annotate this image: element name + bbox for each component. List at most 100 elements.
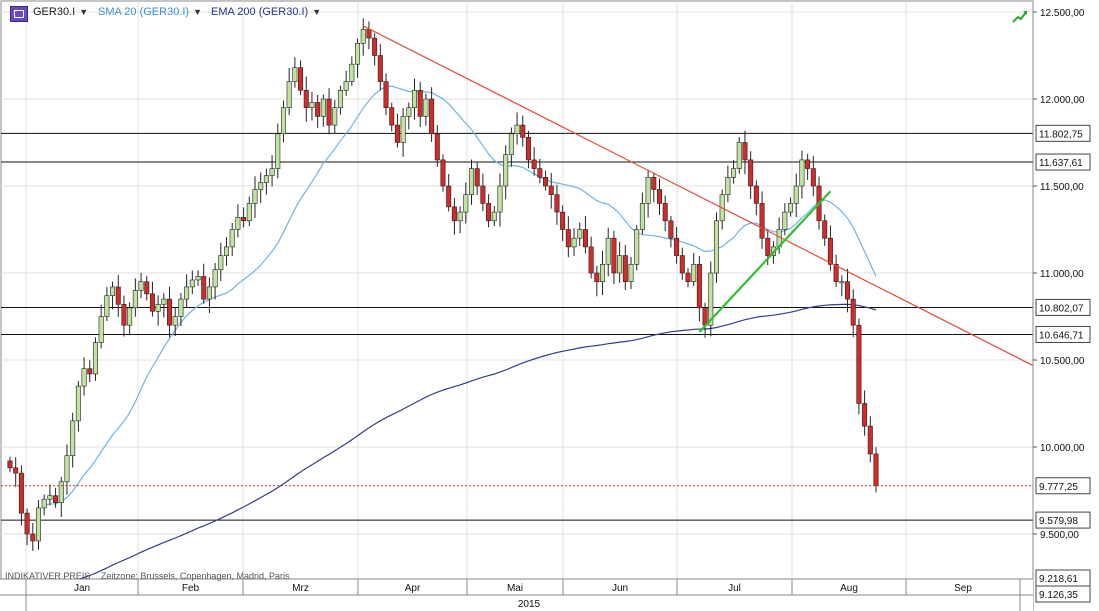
candle-up [189,279,195,288]
candle-down [440,159,446,187]
candle-up [178,298,184,317]
candle-down [833,263,839,282]
x-tick-label: Apr [405,583,421,594]
candle-down [201,276,207,300]
candle-up [138,281,144,291]
range-label: 9.126,35 [1039,590,1078,601]
candle-down [383,81,389,108]
candle-up [463,194,469,213]
candle-up [320,98,326,117]
candle-down [543,177,549,187]
candle-up [708,272,714,326]
candle-down [372,37,378,56]
candle-down [651,177,657,190]
candle-down [298,67,304,91]
candle-down [685,272,691,282]
candle-up [497,185,503,213]
candle-up [47,495,53,500]
candle-down [366,29,372,39]
level-label: 11.802,75 [1039,129,1083,140]
candle-down [867,425,873,455]
candle-up [736,142,742,169]
candle-up [457,211,463,222]
candle-down [668,220,674,239]
x-tick-label: Aug [840,583,858,594]
candle-up [275,133,281,169]
candle-up [132,290,138,309]
last-price-label: 9.777,25 [1039,482,1078,493]
candle-down [326,98,332,126]
candle-up [104,295,110,317]
x-tick-label: Mai [507,583,523,594]
candle-down [759,203,765,239]
candle-up [252,189,258,204]
ema-label: EMA 200 (GER30.I) [211,6,309,18]
candle-up [788,203,794,213]
candle-down [742,142,748,161]
x-tick-label: Mrz [292,583,309,594]
candle-down [753,185,759,204]
candle-up [468,168,474,196]
candle-down [121,304,127,326]
year-label: 2015 [518,599,541,610]
candle-up [184,286,190,300]
level-label-box [1035,153,1091,171]
candle-down [480,185,486,204]
sma-line [44,85,877,506]
symbol-selector[interactable]: GER30.I ▼ [33,6,88,18]
y-tick-label: 9.500,00 [1040,530,1079,541]
candle-down [531,159,537,169]
footer-note: INDIKATIVER PREIS Zeitzone: Brussels, Co… [5,571,297,581]
candle-up [263,175,269,183]
candle-up [309,102,315,109]
candle-up [617,255,623,274]
x-tick-label: Feb [182,583,200,594]
sma-indicator-selector[interactable]: SMA 20 (GER30.I) ▼ [98,6,202,18]
candle-down [451,206,457,222]
range-label-box [1035,585,1091,603]
candle-down [862,403,868,427]
candle-down [594,272,600,282]
level-label-box [1035,124,1091,142]
candle-up [92,342,98,375]
ema-line [4,303,877,593]
candle-down [873,453,879,486]
candle-up [793,185,799,204]
candle-down [520,124,526,138]
uptrend-line [698,190,832,333]
candle-up [258,182,264,190]
x-tick-label: Jul [728,583,741,594]
candle-up [400,116,406,143]
candle-up [337,90,343,109]
x-axis: Jan Feb Mrz Apr Mai Jun Jul Aug Sep 2015 [0,578,1033,611]
candle-up [235,217,241,230]
ema-200-line [4,303,877,593]
candle-up [349,63,355,82]
downtrend-line [362,25,1034,367]
candle-up [577,229,583,239]
candle-up [75,385,81,422]
trend-up-icon[interactable] [1012,8,1028,24]
candle-up [280,107,286,135]
candle-down [548,185,554,195]
ema-indicator-selector[interactable]: EMA 200 (GER30.I) ▼ [211,6,321,18]
candle-down [389,107,395,126]
candle-up [406,107,412,117]
candle-down [24,512,30,535]
candle-down [377,55,383,82]
candle-down [822,220,828,239]
candle-down [303,90,309,109]
candle-up [355,43,361,65]
candle-down [446,185,452,208]
candle-up [218,255,224,270]
candle-down [149,293,155,312]
app-logo-icon[interactable] [10,6,28,22]
plot-area-background [0,0,1034,580]
x-tick-label: Sep [954,583,972,594]
candle-up [41,498,47,509]
candle-up [286,81,292,108]
candle-up [691,263,697,282]
candle-up [224,246,230,256]
candle-up [172,316,178,326]
